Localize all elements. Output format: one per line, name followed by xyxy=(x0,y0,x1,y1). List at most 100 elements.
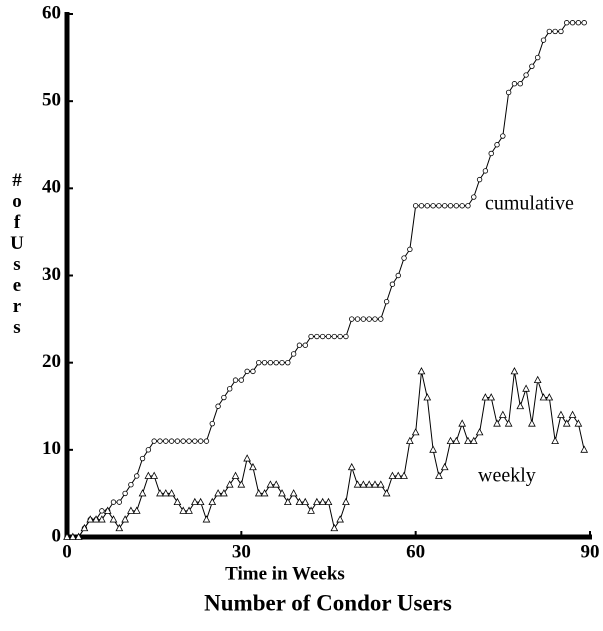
point xyxy=(144,471,153,479)
point xyxy=(74,532,83,540)
point xyxy=(365,480,374,488)
point xyxy=(481,393,490,401)
point xyxy=(360,316,367,322)
annotation: cumulative xyxy=(485,193,574,215)
point xyxy=(250,368,256,375)
point xyxy=(505,89,512,96)
point xyxy=(359,480,368,488)
point xyxy=(349,316,355,322)
point xyxy=(574,419,583,427)
point xyxy=(266,480,275,488)
point xyxy=(372,316,378,322)
point xyxy=(504,419,513,427)
point xyxy=(442,203,448,209)
point xyxy=(289,489,298,497)
point xyxy=(440,462,449,471)
point xyxy=(330,523,339,532)
point xyxy=(261,359,268,366)
point xyxy=(464,436,472,445)
point xyxy=(337,333,343,340)
point xyxy=(580,445,589,453)
point xyxy=(267,359,274,366)
point xyxy=(314,333,320,340)
point xyxy=(260,489,269,497)
point xyxy=(92,515,100,523)
point xyxy=(307,506,315,514)
y-tick-label: 20 xyxy=(42,351,61,372)
point xyxy=(203,438,210,444)
point xyxy=(342,497,350,506)
point xyxy=(510,367,519,375)
point xyxy=(209,420,215,427)
point xyxy=(122,490,128,497)
point xyxy=(471,194,477,200)
point xyxy=(569,20,576,26)
point xyxy=(411,428,420,436)
point xyxy=(405,436,414,445)
point xyxy=(127,506,135,514)
point xyxy=(232,377,239,383)
y-tick-label: 30 xyxy=(42,264,61,285)
point xyxy=(535,54,541,61)
point xyxy=(157,438,163,444)
y-tick-label: 10 xyxy=(42,438,61,459)
point xyxy=(325,333,332,340)
point xyxy=(238,377,245,383)
point xyxy=(517,81,523,87)
point xyxy=(488,150,494,157)
point xyxy=(347,462,356,471)
point xyxy=(395,272,401,279)
point xyxy=(469,436,478,445)
y-axis-label: # of Users xyxy=(10,170,24,338)
y-tick-label: 0 xyxy=(52,525,62,546)
series-line xyxy=(67,371,585,538)
point xyxy=(103,506,112,514)
point xyxy=(545,393,554,401)
point xyxy=(196,497,205,506)
point xyxy=(343,333,349,340)
point xyxy=(371,480,379,488)
point xyxy=(516,401,525,410)
point xyxy=(353,480,362,488)
point xyxy=(197,438,204,444)
point xyxy=(435,471,443,479)
point xyxy=(423,393,432,401)
point xyxy=(151,438,157,444)
x-axis-label: Time in Weeks xyxy=(225,563,345,584)
point xyxy=(551,436,559,445)
point xyxy=(482,168,489,174)
point xyxy=(546,28,553,35)
point xyxy=(220,489,228,497)
point xyxy=(243,454,252,462)
point xyxy=(128,482,134,488)
point xyxy=(138,489,147,497)
point xyxy=(174,438,181,444)
point xyxy=(412,203,419,209)
point xyxy=(150,471,159,479)
point xyxy=(401,255,407,261)
point xyxy=(376,480,385,488)
point xyxy=(400,471,408,479)
point xyxy=(134,473,140,479)
point xyxy=(296,342,303,348)
point xyxy=(575,20,582,26)
point xyxy=(272,480,281,488)
point xyxy=(86,515,95,523)
point xyxy=(163,438,169,444)
point xyxy=(394,471,403,479)
point xyxy=(168,438,175,444)
point xyxy=(190,497,199,506)
point xyxy=(336,515,344,523)
point xyxy=(121,515,129,523)
point xyxy=(324,497,333,506)
point xyxy=(237,480,246,488)
point xyxy=(382,489,391,497)
point xyxy=(208,497,217,506)
point xyxy=(278,489,286,497)
point xyxy=(167,489,176,497)
point xyxy=(446,436,455,445)
point xyxy=(179,506,188,514)
point xyxy=(475,428,484,436)
point xyxy=(283,497,292,506)
